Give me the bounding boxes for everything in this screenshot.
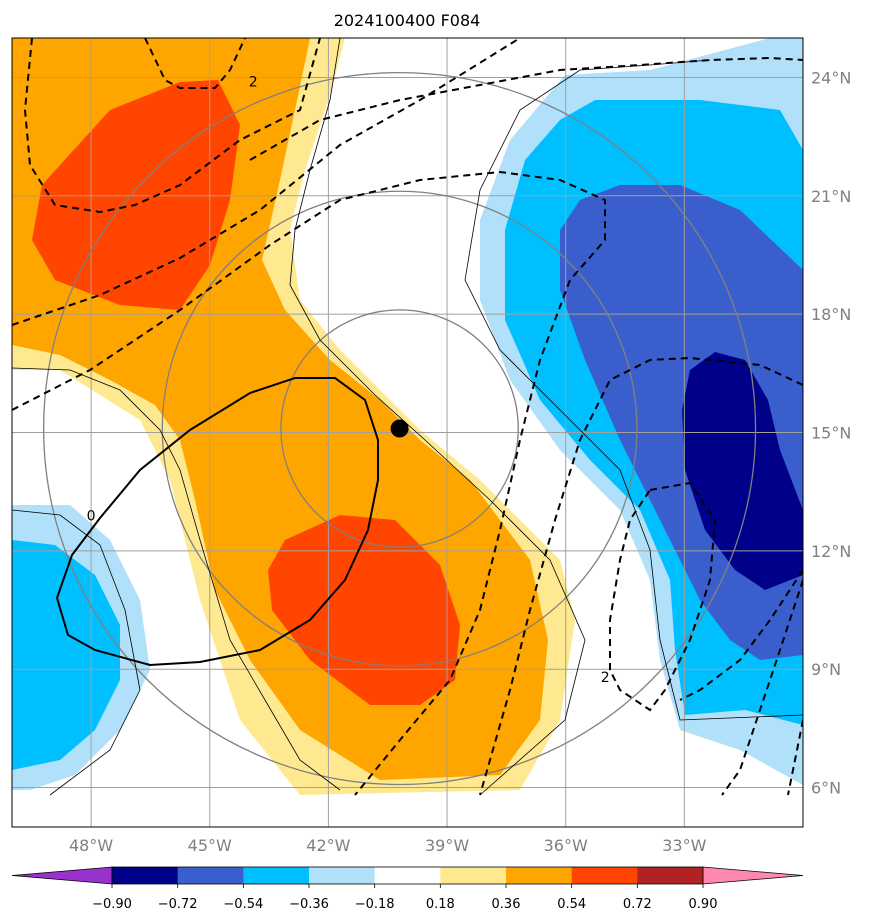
colorbar-extend-min <box>11 866 113 885</box>
colorbar-tick-label: 0.54 <box>557 897 586 912</box>
colorbar-segment <box>112 867 179 884</box>
colorbar-tick-label: −0.54 <box>223 897 263 912</box>
lat-tick-label: 6°N <box>811 779 841 798</box>
fill-positive-054-nw <box>32 80 240 310</box>
range-ring <box>161 190 638 667</box>
dashed-contour-east-2 <box>479 356 803 796</box>
dashed-contour-long <box>12 170 606 796</box>
fill-positive-054-s <box>268 515 460 705</box>
colorbar-segment <box>374 867 441 884</box>
range-ring <box>280 309 519 548</box>
thin-contour-east <box>464 59 803 721</box>
fill-negative-036-sw <box>12 540 120 770</box>
dashed-contour-nw-closed <box>23 38 321 214</box>
thin-contour-west <box>12 367 341 791</box>
colorbar-segment <box>440 867 507 884</box>
thin-contour-sw <box>12 509 141 796</box>
colorbar-segment <box>177 867 244 884</box>
dashed-contours <box>12 38 803 796</box>
lat-tick-label: 15°N <box>811 424 851 443</box>
map-frame <box>11 37 804 828</box>
colorbar-segment <box>571 867 638 884</box>
colorbar-segment <box>506 867 573 884</box>
colorbar-tick-label: −0.18 <box>355 897 395 912</box>
colorbar-outline <box>111 866 704 885</box>
contour-label: 2 <box>601 670 610 686</box>
colorbar-extend-max <box>702 866 804 885</box>
fill-negative-072-east <box>682 352 803 590</box>
dashed-contour-se-2 <box>787 719 803 796</box>
latitude-tick-labels: 24°N 21°N 18°N 15°N 12°N 9°N 6°N <box>811 68 851 797</box>
solid-contour-zero <box>55 377 379 667</box>
colorbar-tick-label: −0.36 <box>289 897 329 912</box>
contour-label: 0 <box>87 508 96 524</box>
contour-labels: 2 0 2 <box>87 74 610 686</box>
dashed-contour-nw-top <box>144 38 246 89</box>
dashed-contour-2-se <box>609 481 717 712</box>
colorbar-tick-label: −0.72 <box>158 897 198 912</box>
lat-tick-label: 21°N <box>811 187 851 206</box>
longitude-tick-labels: 48°W 45°W 42°W 39°W 36°W 33°W <box>69 836 707 855</box>
colorbar-tick-label: 0.90 <box>689 897 718 912</box>
lon-tick-label: 33°W <box>662 836 706 855</box>
contour-label: 2 <box>249 74 258 90</box>
lon-tick-label: 48°W <box>69 836 113 855</box>
colorbar-segment <box>637 867 704 884</box>
dashed-contour-upper <box>249 56 803 161</box>
lon-tick-label: 42°W <box>306 836 350 855</box>
lat-tick-label: 18°N <box>811 305 851 324</box>
lon-tick-label: 39°W <box>425 836 469 855</box>
colorbar-segment <box>243 867 310 884</box>
map-area: 2 0 2 <box>12 38 803 827</box>
lat-tick-label: 24°N <box>811 68 851 87</box>
range-ring <box>42 71 757 786</box>
dashed-contour-2 <box>12 38 521 326</box>
storm-center-marker <box>390 419 409 438</box>
colorbar-segment <box>309 867 376 884</box>
dashed-contour-east-3 <box>679 569 803 701</box>
range-rings <box>42 71 757 786</box>
lon-tick-label: 36°W <box>544 836 588 855</box>
colorbar-tick-label: −0.90 <box>92 897 132 912</box>
colorbar-tick-label: 0.72 <box>623 897 652 912</box>
lat-tick-label: 9°N <box>811 660 841 679</box>
chart-title: 2024100400 F084 <box>334 11 481 30</box>
colorbar-tick-label: 0.36 <box>492 897 521 912</box>
colorbar: −0.90 −0.72 −0.54 −0.36 −0.18 0.18 0.36 0.54 0.7… <box>11 866 804 912</box>
colorbar-tick-label: 0.18 <box>426 897 455 912</box>
dashed-contour-se-1 <box>721 579 803 796</box>
lon-tick-label: 45°W <box>188 836 232 855</box>
lat-tick-label: 12°N <box>811 542 851 561</box>
